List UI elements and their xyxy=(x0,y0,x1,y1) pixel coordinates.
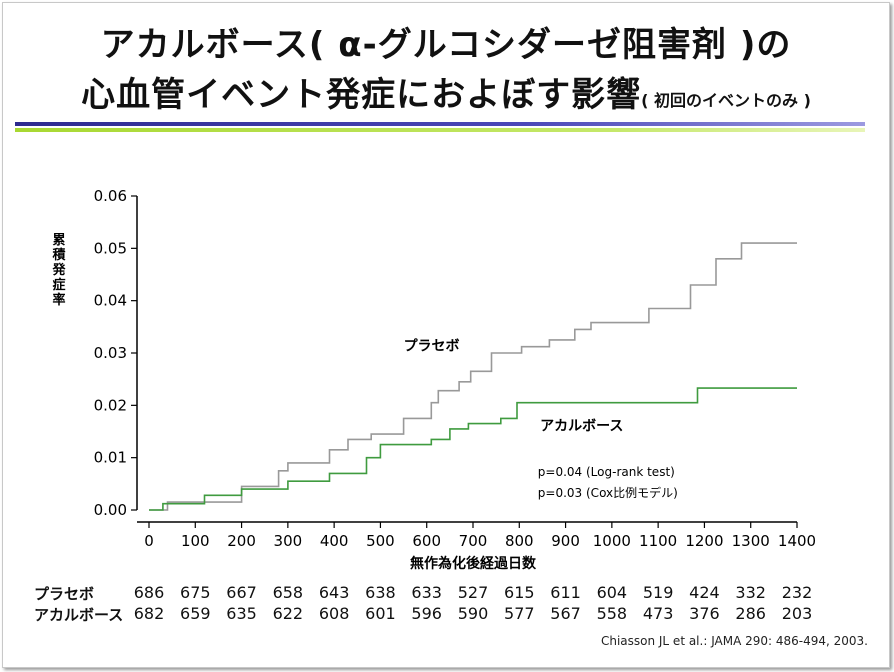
annotation-p-logrank: p=0.04 (Log-rank test) xyxy=(538,465,675,479)
risk-value: 558 xyxy=(596,604,628,623)
x-tick-label: 700 xyxy=(459,532,488,550)
y-tick-label: 0.06 xyxy=(94,187,127,205)
title-line-2-note: ( 初回のイベントのみ ) xyxy=(641,91,811,110)
risk-value: 601 xyxy=(365,604,396,623)
risk-value: 622 xyxy=(272,604,304,623)
risk-value: 682 xyxy=(133,604,165,623)
series-line-1 xyxy=(149,387,797,511)
risk-value: 643 xyxy=(318,583,350,602)
x-tick-label: 1200 xyxy=(685,532,723,550)
risk-value: 604 xyxy=(596,583,628,602)
risk-value: 376 xyxy=(689,604,720,623)
risk-value: 203 xyxy=(781,604,813,623)
x-tick-label: 800 xyxy=(505,532,534,550)
annotation-acarbose: アカルボース xyxy=(540,418,623,434)
x-tick-label: 1300 xyxy=(732,532,770,550)
y-tick-label: 0.05 xyxy=(94,239,127,257)
annotation-p-cox: p=0.03 (Cox比例モデル) xyxy=(538,485,678,500)
title-line-1: アカルボース( α-グルコシダーゼ阻害剤 )の xyxy=(100,25,792,65)
x-tick-label: 1000 xyxy=(593,532,631,550)
title-underline-green xyxy=(15,128,865,132)
x-tick-label: 900 xyxy=(551,532,580,550)
x-tick-label: 100 xyxy=(181,532,210,550)
citation: Chiasson JL et al.: JAMA 290: 486-494, 2… xyxy=(600,634,868,648)
risk-value: 611 xyxy=(550,583,581,602)
y-tick-label: 0.02 xyxy=(94,396,127,414)
risk-row-acarbose: アカルボース 682 659 635 622 608 601 596 590 577 567 558… xyxy=(34,604,834,626)
risk-value: 577 xyxy=(504,604,535,623)
risk-value: 567 xyxy=(550,604,581,623)
x-tick-label: 1400 xyxy=(778,532,816,550)
series-line-0 xyxy=(149,242,797,511)
risk-value: 286 xyxy=(735,604,766,623)
chart-ticks: 0.00 0.01 0.02 0.03 0.04 0.05 0.06 0 100 200 300 40… xyxy=(94,187,817,550)
risk-value: 638 xyxy=(365,583,396,602)
chart-axes xyxy=(136,196,797,523)
risk-value: 596 xyxy=(411,604,442,623)
risk-value: 675 xyxy=(180,583,211,602)
y-axis-label: 累積発症率 xyxy=(52,233,66,308)
x-tick-label: 400 xyxy=(320,532,349,550)
annotation-placebo: プラセボ xyxy=(404,338,460,354)
risk-value: 527 xyxy=(457,583,489,602)
y-tick-label: 0.00 xyxy=(94,501,127,519)
y-tick-label: 0.04 xyxy=(94,292,127,310)
risk-value: 658 xyxy=(272,583,304,602)
x-tick-label: 300 xyxy=(274,532,303,550)
risk-value: 659 xyxy=(180,604,211,623)
risk-row-placebo: プラセボ 686 675 667 658 643 638 633 527 615 611 604 51… xyxy=(34,583,834,605)
risk-value: 519 xyxy=(642,583,674,602)
x-tick-label: 0 xyxy=(144,532,154,550)
risk-value: 635 xyxy=(226,604,257,623)
x-tick-label: 200 xyxy=(227,532,256,550)
y-tick-label: 0.01 xyxy=(94,449,127,467)
risk-value: 667 xyxy=(226,583,257,602)
x-tick-label: 1100 xyxy=(639,532,677,550)
risk-value: 590 xyxy=(457,604,489,623)
risk-row-label: アカルボース xyxy=(34,606,124,624)
x-tick-label: 600 xyxy=(412,532,441,550)
x-axis-label: 無作為化後経過日数 xyxy=(410,555,537,572)
risk-value: 608 xyxy=(318,604,350,623)
risk-value: 473 xyxy=(642,604,674,623)
risk-value: 615 xyxy=(504,583,535,602)
title-underline-blue xyxy=(15,122,865,126)
risk-value: 686 xyxy=(133,583,165,602)
risk-value: 332 xyxy=(735,583,766,602)
risk-value: 424 xyxy=(689,583,720,602)
risk-value: 633 xyxy=(411,583,442,602)
risk-row-label: プラセボ xyxy=(34,585,95,603)
chart-series xyxy=(149,242,797,511)
x-tick-label: 500 xyxy=(366,532,395,550)
y-tick-label: 0.03 xyxy=(94,344,127,362)
title-line-2: 心血管イベント発症におよぼす影響( 初回のイベントのみ ) xyxy=(3,67,889,116)
risk-value: 232 xyxy=(781,583,813,602)
title-line-2-main: 心血管イベント発症におよぼす影響 xyxy=(81,75,642,115)
